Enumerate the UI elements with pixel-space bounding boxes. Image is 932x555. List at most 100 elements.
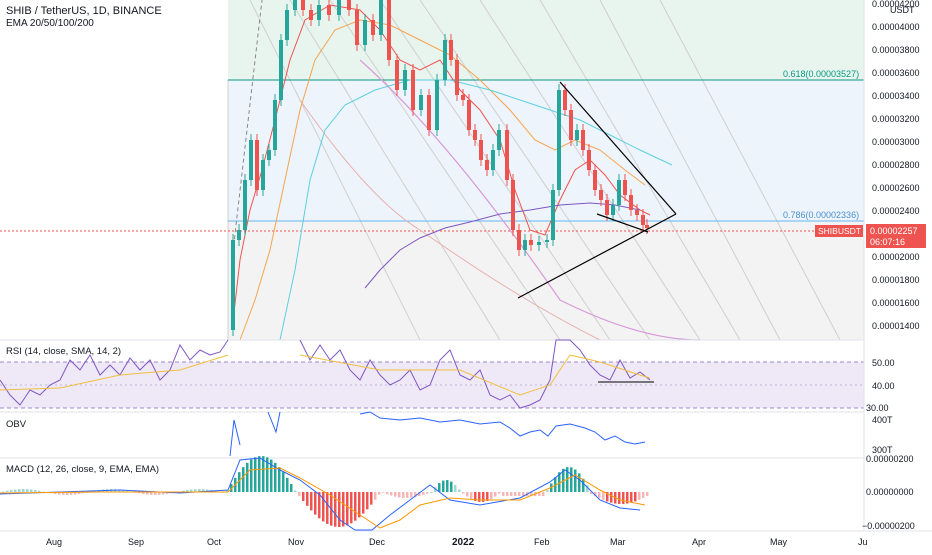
macd-bar — [246, 462, 249, 492]
candle-body — [267, 150, 271, 160]
time-label: Mar — [610, 537, 626, 547]
macd-bar — [334, 492, 337, 527]
macd-bar — [278, 467, 281, 492]
symbol-tag — [815, 225, 863, 237]
macd-bar — [406, 492, 409, 498]
macd-bar — [618, 492, 621, 504]
candle-body — [635, 210, 639, 215]
macd-bar — [326, 492, 329, 524]
macd-histogram-and-lines — [0, 456, 649, 531]
macd-bar — [338, 492, 341, 527]
macd-bar — [574, 469, 577, 492]
macd-bar — [442, 480, 445, 492]
price-tick: 0.00003400 — [872, 91, 920, 101]
macd-bar — [166, 492, 169, 494]
time-label: 2022 — [452, 537, 475, 548]
obv-line-segment — [229, 411, 281, 457]
candle-body — [551, 190, 555, 240]
macd-bar — [42, 491, 45, 493]
candle-body — [387, 0, 391, 60]
obv-tick-300t: 300T — [872, 445, 893, 455]
time-label: May — [770, 537, 788, 547]
candle-body — [593, 170, 597, 190]
price-tick: 0.00001600 — [872, 298, 920, 308]
price-tick: 0.00003200 — [872, 114, 920, 124]
macd-bar — [226, 490, 229, 492]
rsi-tick-30: 30.00 — [866, 403, 889, 413]
macd-bar — [402, 492, 405, 498]
macd-bar — [302, 492, 305, 501]
candle-body — [243, 180, 247, 230]
macd-bar — [286, 477, 289, 492]
macd-bar — [542, 492, 545, 496]
fan-line — [659, 0, 841, 341]
macd-bar — [378, 492, 381, 495]
rsi-label: RSI (14, close, SMA, 14, 2) — [6, 346, 121, 357]
macd-bar — [494, 492, 497, 497]
fan-line — [329, 0, 561, 341]
fib-arc-red — [299, 99, 601, 341]
macd-bar — [262, 456, 265, 492]
macd-bar — [94, 490, 97, 492]
candle-body — [611, 205, 615, 215]
macd-bar — [430, 492, 433, 493]
macd-bar — [186, 490, 189, 492]
macd-bar — [274, 462, 277, 492]
triangle-upper-line — [559, 81, 677, 215]
time-label: Oct — [207, 537, 222, 547]
price-tick: 0.00001400 — [872, 321, 920, 331]
macd-label: MACD (12, 26, close, 9, EMA, EMA) — [6, 464, 159, 475]
macd-bar — [206, 489, 209, 492]
macd-bar — [462, 492, 465, 494]
time-axis-labels[interactable]: Aug Sep Oct Nov Dec 2022 Feb Mar Apr May Ju — [46, 537, 868, 548]
candle-body — [273, 100, 277, 150]
macd-bar — [578, 473, 581, 492]
candle-body — [403, 70, 407, 90]
time-label: Dec — [369, 537, 386, 547]
candle-body — [485, 160, 489, 170]
obv-tick-400t: 400T — [872, 415, 893, 425]
fan-line — [599, 0, 781, 341]
macd-bar — [366, 492, 369, 510]
candle-body — [517, 230, 521, 250]
macd-bar — [34, 490, 37, 492]
candle-body — [461, 95, 465, 100]
macd-bar — [162, 492, 165, 495]
macd-bar — [258, 456, 261, 492]
macd-bar — [318, 492, 321, 519]
macd-bar — [138, 492, 141, 494]
candle-body — [497, 130, 501, 150]
price-ticks[interactable]: 0.00004200 0.00004000 0.00003800 0.00003600… — [872, 0, 920, 331]
candle-body — [505, 130, 509, 180]
macd-bar — [646, 492, 649, 497]
time-label: Feb — [534, 537, 550, 547]
macd-bar — [642, 492, 645, 499]
macd-bar — [342, 492, 345, 527]
candle-body — [379, 0, 383, 35]
fib-618-label: 0.618(0.00003527) — [783, 69, 859, 79]
macd-bar — [30, 489, 33, 492]
indicator-label: EMA 20/50/100/200 — [6, 18, 94, 29]
ema-line — [279, 79, 673, 341]
macd-tick-neg: −0.00000200 — [862, 521, 915, 531]
macd-bar — [26, 489, 29, 492]
candle-body — [427, 95, 431, 130]
macd-bar — [454, 484, 457, 492]
candle-body — [641, 215, 645, 225]
candle-body — [279, 40, 283, 100]
macd-bar — [306, 492, 309, 506]
candle-body — [435, 80, 439, 130]
price-tick: 0.00002000 — [872, 252, 920, 262]
macd-bar — [538, 492, 541, 496]
candle-body — [443, 40, 447, 80]
macd-bar — [266, 457, 269, 492]
candle-body — [327, 5, 331, 15]
candle-body — [605, 200, 609, 215]
macd-bar — [510, 492, 513, 496]
candle-body — [617, 180, 621, 205]
fib-zone-upper — [228, 0, 864, 80]
price-tick: 0.00002600 — [872, 183, 920, 193]
macd-bar — [518, 492, 521, 496]
macd-bar — [362, 492, 365, 514]
